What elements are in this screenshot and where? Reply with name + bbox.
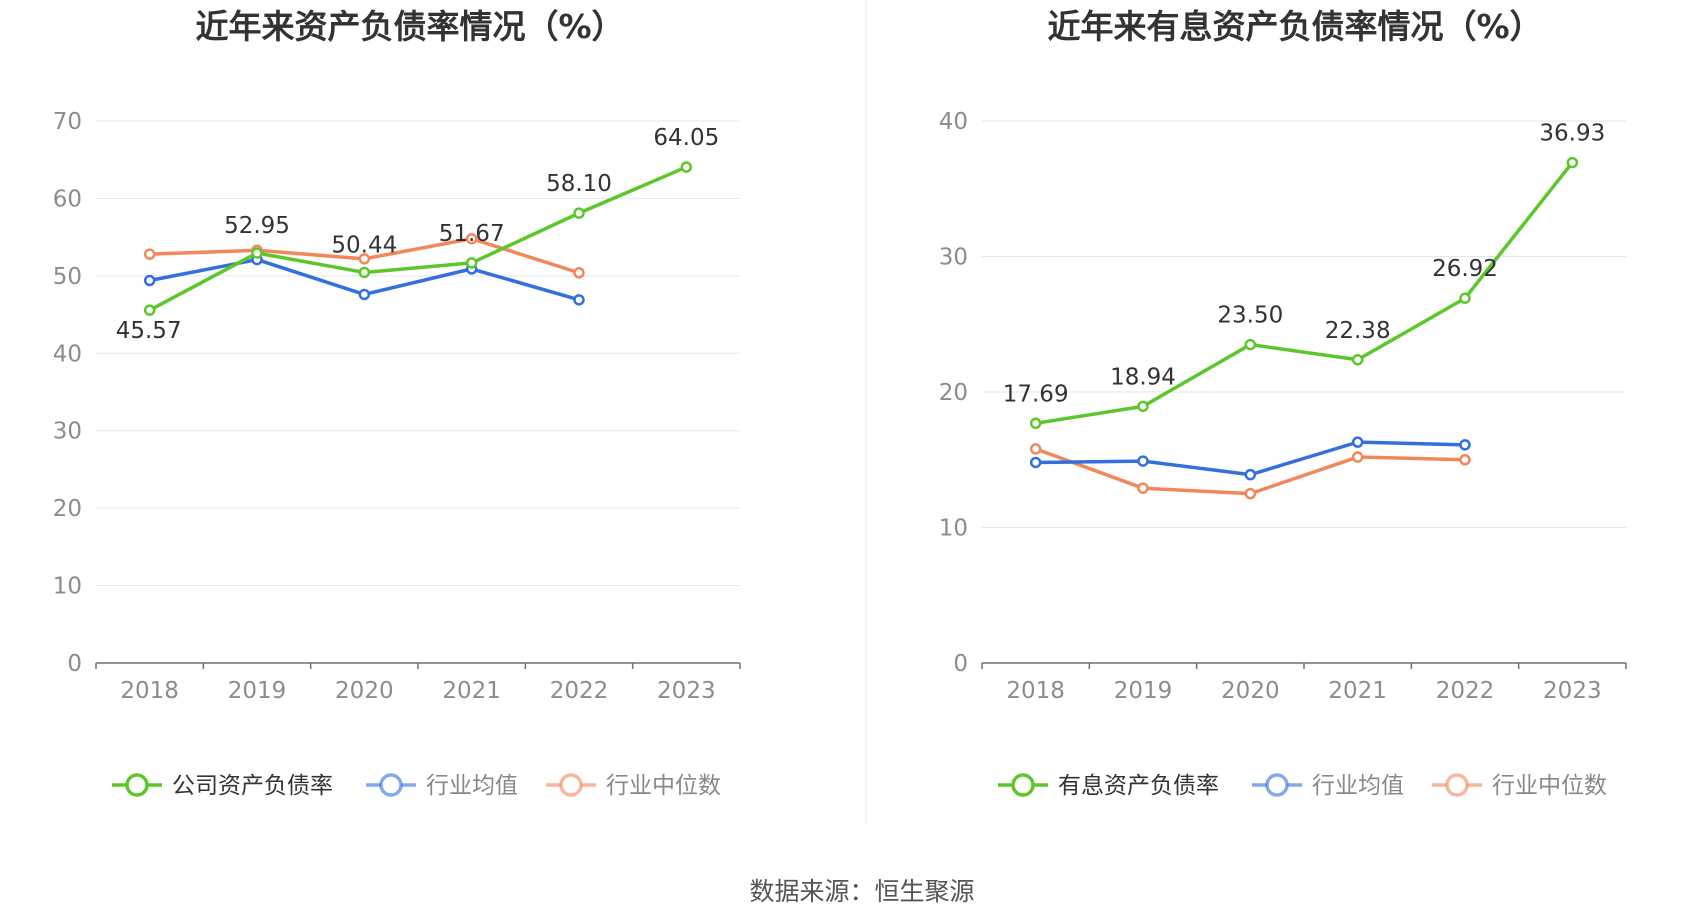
data-label: 23.50 [1217, 303, 1283, 329]
data-label: 52.95 [224, 213, 290, 239]
data-point[interactable] [1029, 443, 1042, 455]
chart-title: 近年来有息资产负债率情况（%） [1047, 7, 1542, 46]
y-tick-label: 70 [53, 109, 82, 135]
x-tick-label: 2018 [1006, 678, 1065, 704]
y-tick-label: 40 [939, 109, 968, 135]
data-point[interactable] [1351, 354, 1364, 366]
x-tick-label: 2019 [228, 678, 287, 704]
data-point[interactable] [1351, 436, 1364, 448]
data-point[interactable] [251, 247, 263, 259]
data-label: 36.93 [1539, 121, 1605, 147]
legend-label: 行业均值 [1312, 773, 1404, 799]
data-point[interactable] [1566, 156, 1579, 169]
chart-title: 近年来资产负债率情况（%） [195, 7, 624, 46]
y-tick-label: 60 [53, 186, 82, 212]
data-point[interactable] [1244, 338, 1257, 351]
data-point[interactable] [1459, 454, 1471, 466]
data-label: 22.38 [1325, 318, 1391, 344]
data-label: 58.10 [546, 171, 612, 197]
chart-panel-right: 近年来有息资产负债率情况（%） 0 10 20 30 40 2018 2019 2020 2021… [939, 7, 1627, 799]
data-point[interactable] [1351, 451, 1364, 463]
data-point[interactable] [1137, 455, 1149, 467]
legend-marker [379, 773, 403, 797]
data-point[interactable] [1137, 482, 1149, 494]
y-tick-label: 20 [53, 496, 82, 522]
legend-label: 公司资产负债率 [172, 773, 333, 799]
data-point[interactable] [358, 288, 371, 301]
x-tick-label: 2020 [335, 678, 394, 704]
data-point[interactable] [143, 248, 156, 260]
x-tick-label: 2023 [657, 678, 716, 704]
legend-item[interactable]: 公司资产负债率 [112, 773, 333, 799]
data-point[interactable] [573, 294, 585, 306]
legend-label: 行业中位数 [606, 773, 721, 799]
x-tick-label: 2018 [120, 678, 179, 704]
data-label: 50.44 [331, 232, 397, 258]
legend-label: 行业中位数 [1492, 773, 1607, 799]
chart-panel-left: 近年来资产负债率情况（%） 0 10 20 30 40 50 60 70 2018 2019 2020… [53, 7, 741, 799]
legend-label: 行业均值 [426, 773, 518, 799]
data-point[interactable] [1244, 468, 1257, 481]
data-point[interactable] [1029, 456, 1042, 469]
y-tick-label: 30 [53, 419, 82, 445]
legend-item[interactable]: 行业均值 [1252, 773, 1404, 799]
data-label: 17.69 [1003, 381, 1069, 407]
data-point[interactable] [1029, 417, 1042, 430]
data-label: 64.05 [653, 125, 719, 151]
x-tick-label: 2023 [1543, 678, 1602, 704]
x-tick-label: 2022 [1436, 678, 1495, 704]
legend-label: 有息资产负债率 [1058, 773, 1219, 799]
data-point[interactable] [573, 267, 585, 279]
y-tick-label: 0 [953, 651, 968, 677]
x-tick-label: 2019 [1114, 678, 1173, 704]
data-label: 45.57 [116, 318, 182, 344]
legend-marker [1265, 773, 1289, 797]
data-point[interactable] [573, 207, 585, 219]
data-point[interactable] [358, 266, 371, 279]
source-text: 数据来源：恒生聚源 [749, 877, 974, 906]
legend-item[interactable]: 行业中位数 [1432, 773, 1607, 799]
data-label: 26.92 [1432, 256, 1498, 282]
series-line [148, 165, 688, 312]
y-tick-label: 30 [939, 245, 968, 271]
x-tick-label: 2022 [550, 678, 609, 704]
y-tick-label: 10 [53, 574, 82, 600]
data-point[interactable] [465, 257, 478, 269]
legend-marker [559, 773, 583, 797]
legend-marker [1445, 773, 1469, 797]
series-line [1035, 161, 1574, 426]
y-tick-label: 40 [53, 341, 82, 367]
y-tick-label: 20 [939, 380, 968, 406]
data-point[interactable] [465, 232, 478, 245]
y-tick-label: 0 [67, 651, 82, 677]
y-tick-label: 10 [939, 516, 968, 542]
data-point[interactable] [358, 253, 371, 265]
data-point[interactable] [143, 304, 156, 316]
data-label: 18.94 [1110, 364, 1176, 390]
x-tick-label: 2021 [442, 678, 501, 704]
data-label: 51.67 [439, 221, 505, 247]
data-point[interactable] [143, 274, 156, 287]
legend-item[interactable]: 行业均值 [366, 773, 518, 799]
x-tick-label: 2021 [1328, 678, 1387, 704]
data-point[interactable] [1459, 292, 1471, 304]
y-tick-label: 50 [53, 264, 82, 290]
x-tick-label: 2020 [1221, 678, 1280, 704]
data-point[interactable] [1459, 439, 1471, 451]
data-point[interactable] [680, 161, 693, 173]
data-point[interactable] [1137, 400, 1149, 413]
legend-marker [1011, 773, 1035, 797]
data-point[interactable] [1244, 487, 1257, 500]
legend-marker [125, 773, 149, 797]
legend-item[interactable]: 有息资产负债率 [998, 773, 1219, 799]
legend-item[interactable]: 行业中位数 [546, 773, 721, 799]
